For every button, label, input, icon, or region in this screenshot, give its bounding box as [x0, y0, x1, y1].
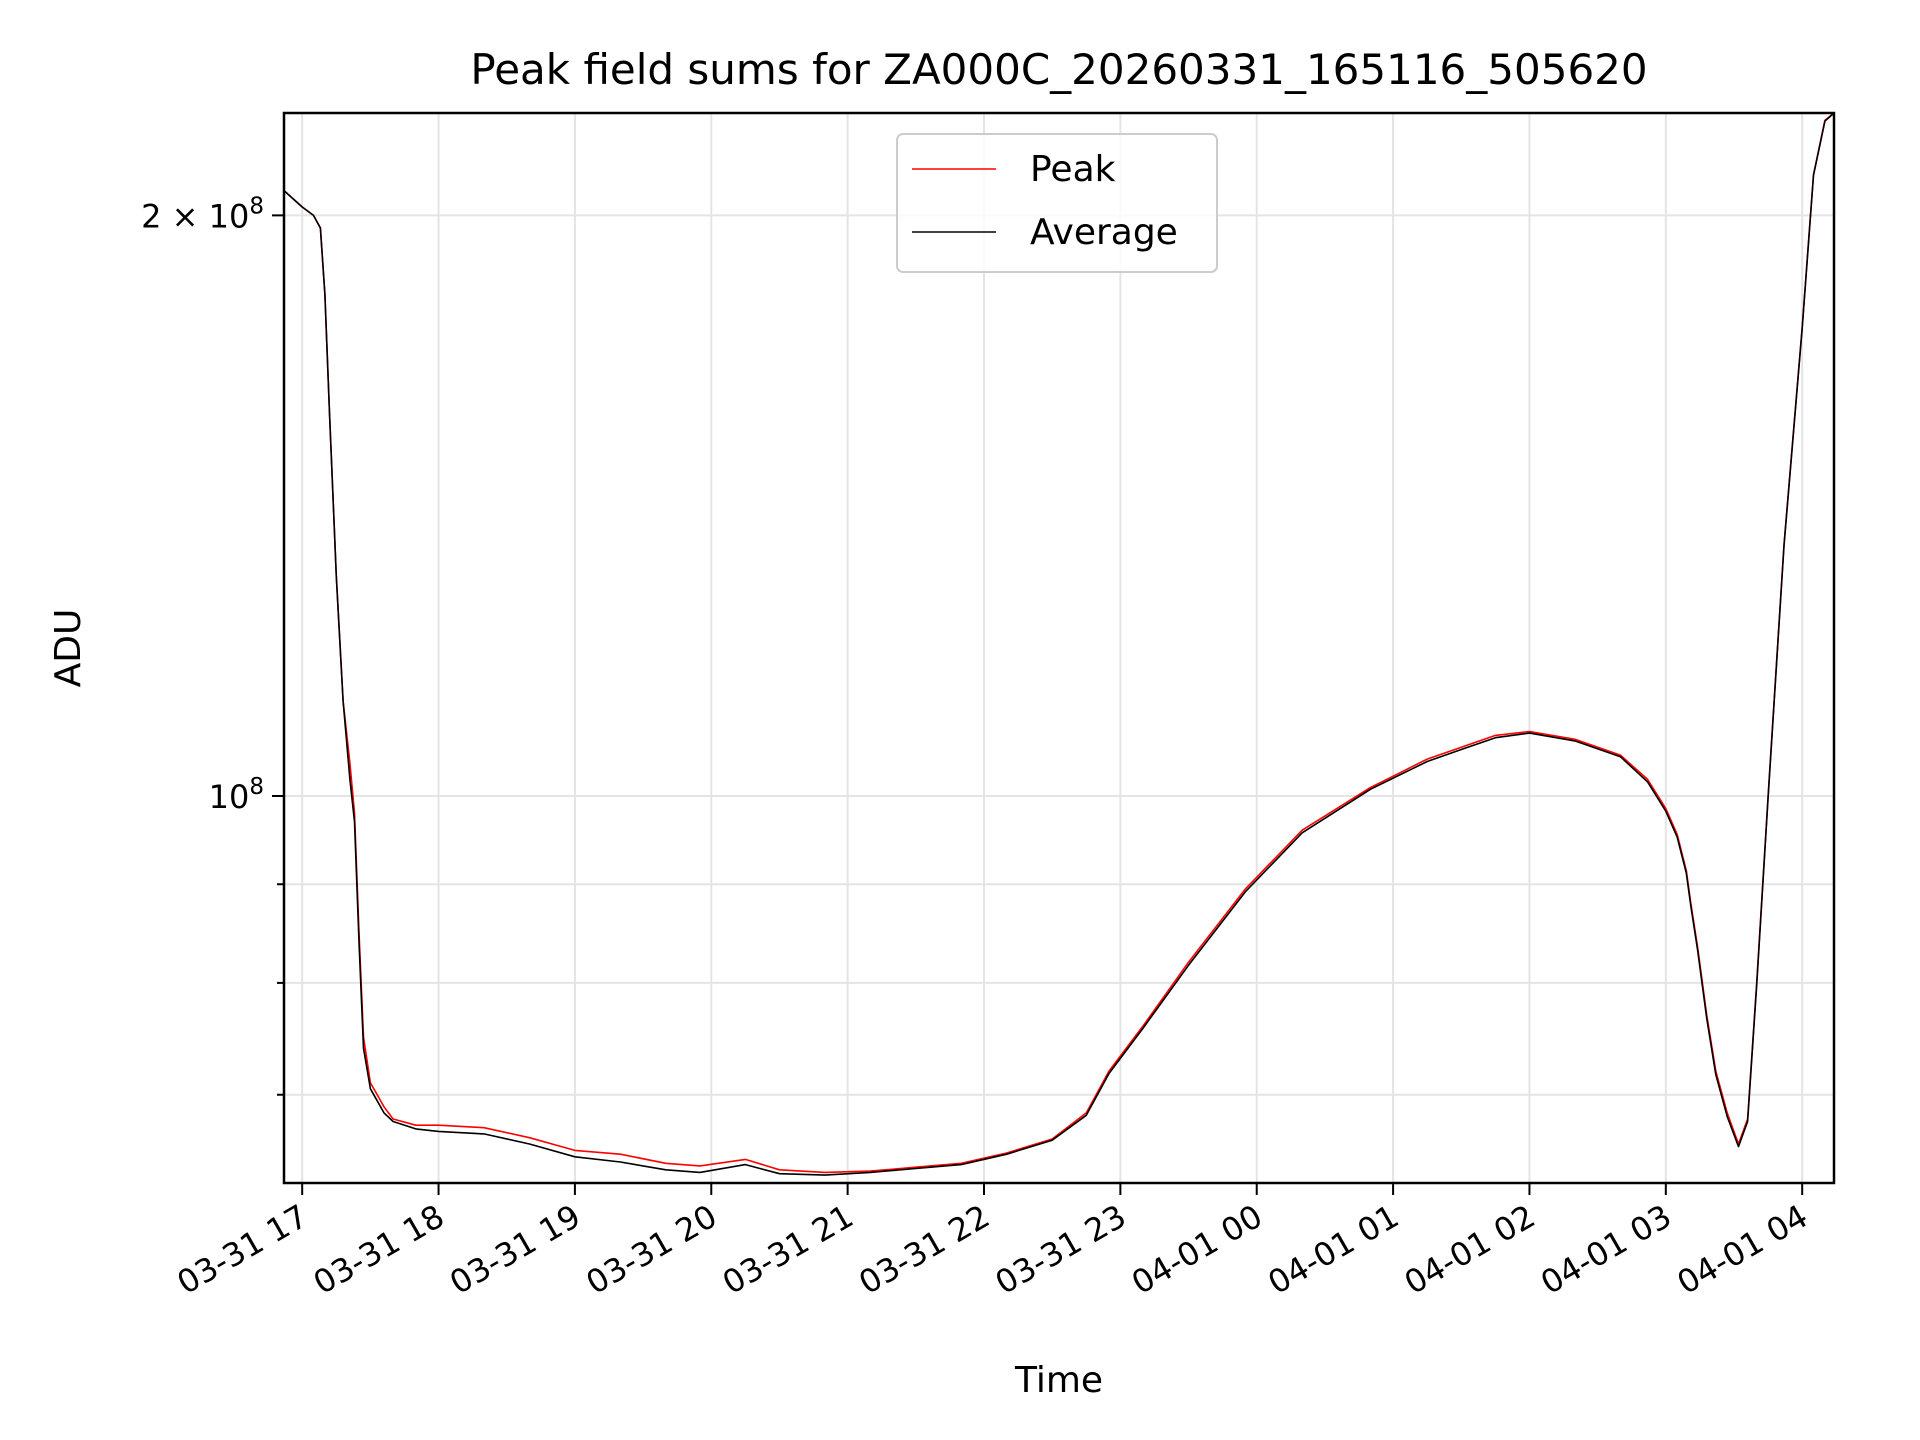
legend-label-peak: Peak	[1030, 149, 1116, 190]
legend: Peak Average	[896, 133, 1218, 273]
chart-title: Peak field sums for ZA000C_20260331_1651…	[470, 45, 1647, 94]
y-axis-label: ADU	[48, 609, 89, 688]
legend-label-average: Average	[1030, 212, 1178, 253]
grid	[284, 113, 1834, 1183]
plot-frame	[282, 111, 1836, 1185]
y-tick-label: 2 × 108	[141, 193, 264, 235]
y-tick-label: 108	[209, 774, 264, 816]
plot-series	[283, 112, 1835, 1176]
x-axis-label: Time	[1014, 1360, 1103, 1401]
series-line-average	[283, 112, 1835, 1176]
